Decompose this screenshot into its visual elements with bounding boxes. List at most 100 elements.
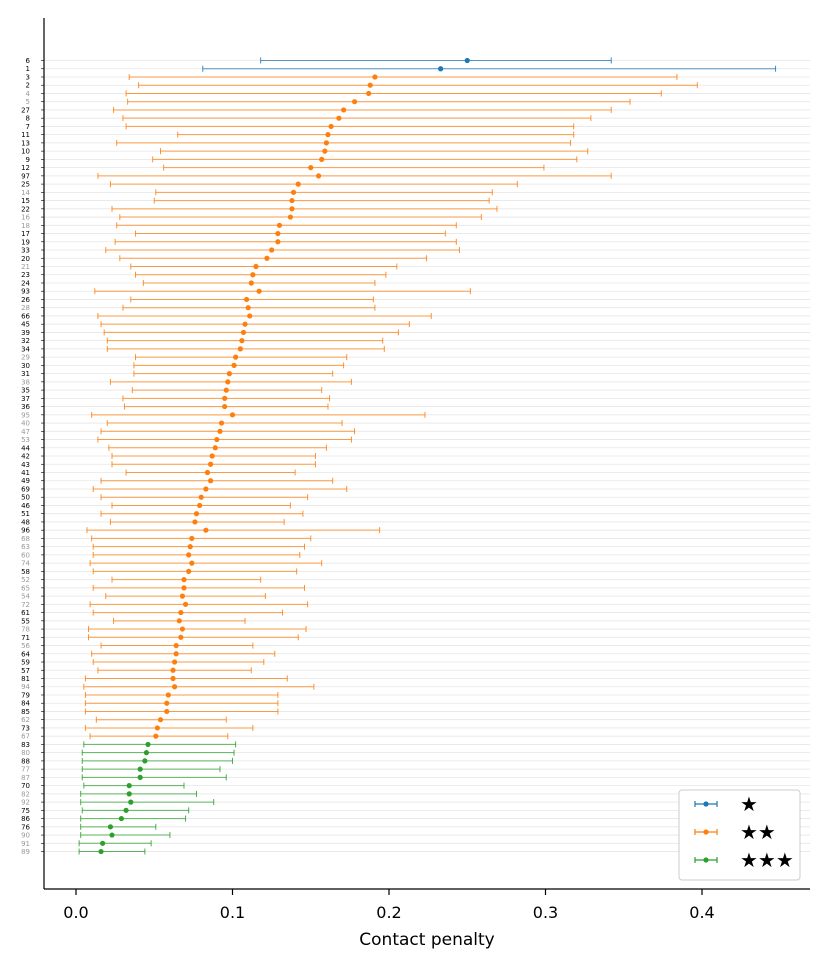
errorbar-point-53 bbox=[97, 436, 352, 443]
point-marker bbox=[464, 57, 470, 64]
y-tick-label: 71 bbox=[21, 634, 30, 642]
errorbar-point-50 bbox=[100, 494, 309, 501]
point-marker bbox=[367, 82, 373, 88]
point-marker bbox=[204, 469, 211, 476]
point-marker bbox=[189, 535, 195, 542]
y-tick-label: 84 bbox=[21, 700, 30, 708]
y-tick-label: 65 bbox=[21, 584, 30, 592]
errorbar-point-41 bbox=[125, 469, 296, 476]
y-tick-label: 10 bbox=[21, 148, 30, 156]
y-tick-label: 6 bbox=[26, 57, 31, 65]
point-marker bbox=[207, 478, 214, 484]
y-tick-label: 50 bbox=[21, 494, 30, 502]
point-marker bbox=[287, 214, 294, 220]
errorbar-point-95 bbox=[91, 411, 426, 418]
errorbar-point-56 bbox=[100, 642, 254, 649]
y-tick-label: 15 bbox=[21, 197, 30, 205]
point-marker bbox=[250, 272, 256, 278]
point-marker bbox=[207, 461, 214, 467]
point-marker bbox=[128, 799, 134, 805]
y-tick-label: 70 bbox=[21, 782, 30, 790]
errorbar-point-27 bbox=[113, 106, 612, 113]
y-tick-label: 88 bbox=[21, 757, 30, 765]
y-tick-label: 97 bbox=[21, 172, 30, 180]
y-tick-label: 52 bbox=[21, 576, 30, 584]
errorbar-point-17 bbox=[134, 230, 446, 237]
y-tick-label: 27 bbox=[21, 106, 30, 114]
errorbar-point-84 bbox=[84, 700, 279, 707]
errorbar-point-14 bbox=[155, 189, 493, 196]
errorbar-point-97 bbox=[97, 172, 612, 179]
legend-entry-2: ★★ bbox=[694, 820, 776, 844]
y-tick-label: 12 bbox=[21, 164, 30, 172]
point-marker bbox=[328, 123, 334, 130]
y-tick-label: 35 bbox=[21, 387, 30, 395]
y-tick-label: 23 bbox=[21, 271, 30, 279]
y-tick-label: 38 bbox=[21, 378, 30, 386]
y-tick-label: 51 bbox=[21, 510, 30, 518]
errorbar-point-87 bbox=[81, 774, 227, 781]
errorbar-point-1 bbox=[202, 65, 777, 72]
errorbar-point-67 bbox=[89, 733, 229, 740]
y-tick-label: 57 bbox=[21, 667, 30, 675]
point-marker bbox=[197, 502, 203, 509]
point-marker bbox=[253, 263, 259, 270]
legend-entry-1: ★ bbox=[694, 792, 758, 816]
point-marker bbox=[192, 519, 198, 525]
errorbar-point-10 bbox=[160, 148, 589, 155]
errorbar-point-20 bbox=[119, 255, 428, 262]
point-marker bbox=[275, 230, 281, 237]
point-marker bbox=[170, 675, 176, 682]
y-tick-label: 20 bbox=[21, 255, 30, 263]
errorbar-point-13 bbox=[116, 139, 572, 146]
point-marker bbox=[137, 774, 143, 780]
x-tick-label: 0.3 bbox=[533, 903, 558, 922]
y-tick-label: 54 bbox=[21, 593, 30, 601]
y-tick-label: 43 bbox=[21, 461, 30, 469]
errorbar-point-76 bbox=[80, 823, 157, 830]
errorbar-point-83 bbox=[83, 741, 237, 748]
point-marker bbox=[100, 840, 106, 846]
errorbar-point-5 bbox=[127, 98, 631, 105]
y-tick-label: 5 bbox=[26, 98, 30, 106]
y-tick-label: 18 bbox=[21, 222, 30, 230]
point-marker bbox=[222, 395, 228, 401]
errorbar-point-60 bbox=[92, 551, 301, 558]
y-tick-label: 61 bbox=[21, 609, 30, 617]
point-marker bbox=[171, 684, 178, 690]
y-tick-label: 63 bbox=[21, 543, 30, 551]
errorbar-point-46 bbox=[111, 502, 291, 509]
x-axis-label: Contact penalty bbox=[359, 930, 494, 950]
errorbar-point-25 bbox=[109, 181, 518, 188]
errorbar-point-78 bbox=[88, 626, 307, 633]
point-marker bbox=[336, 115, 342, 121]
y-tick-label: 91 bbox=[21, 840, 30, 848]
errorbar-point-70 bbox=[83, 782, 185, 789]
errorbar-point-30 bbox=[133, 362, 345, 369]
errorbar-point-55 bbox=[113, 617, 246, 624]
errorbar-point-40 bbox=[106, 420, 343, 427]
errorbar-point-31 bbox=[133, 370, 334, 377]
errorbar-point-49 bbox=[100, 477, 334, 484]
point-marker bbox=[325, 132, 331, 138]
point-marker bbox=[171, 659, 178, 665]
y-tick-label: 80 bbox=[21, 749, 30, 757]
errorbar-point-96 bbox=[86, 527, 381, 534]
point-marker bbox=[226, 371, 232, 377]
point-marker bbox=[126, 783, 132, 789]
y-tick-label: 81 bbox=[21, 675, 30, 683]
point-marker bbox=[276, 222, 283, 228]
y-tick-label: 19 bbox=[21, 238, 30, 246]
y-tick-label: 26 bbox=[21, 296, 30, 304]
point-marker bbox=[275, 239, 281, 245]
point-marker bbox=[203, 527, 209, 533]
y-tick-label: 37 bbox=[21, 395, 30, 403]
y-tick-label: 87 bbox=[21, 774, 30, 782]
y-tick-label: 34 bbox=[21, 345, 30, 353]
errorbar-point-48 bbox=[109, 518, 285, 525]
point-marker bbox=[209, 453, 215, 459]
errorbar-point-69 bbox=[92, 485, 348, 492]
errorbar-point-42 bbox=[111, 453, 316, 460]
y-tick-label: 14 bbox=[21, 189, 30, 197]
errorbar-point-11 bbox=[177, 131, 575, 138]
